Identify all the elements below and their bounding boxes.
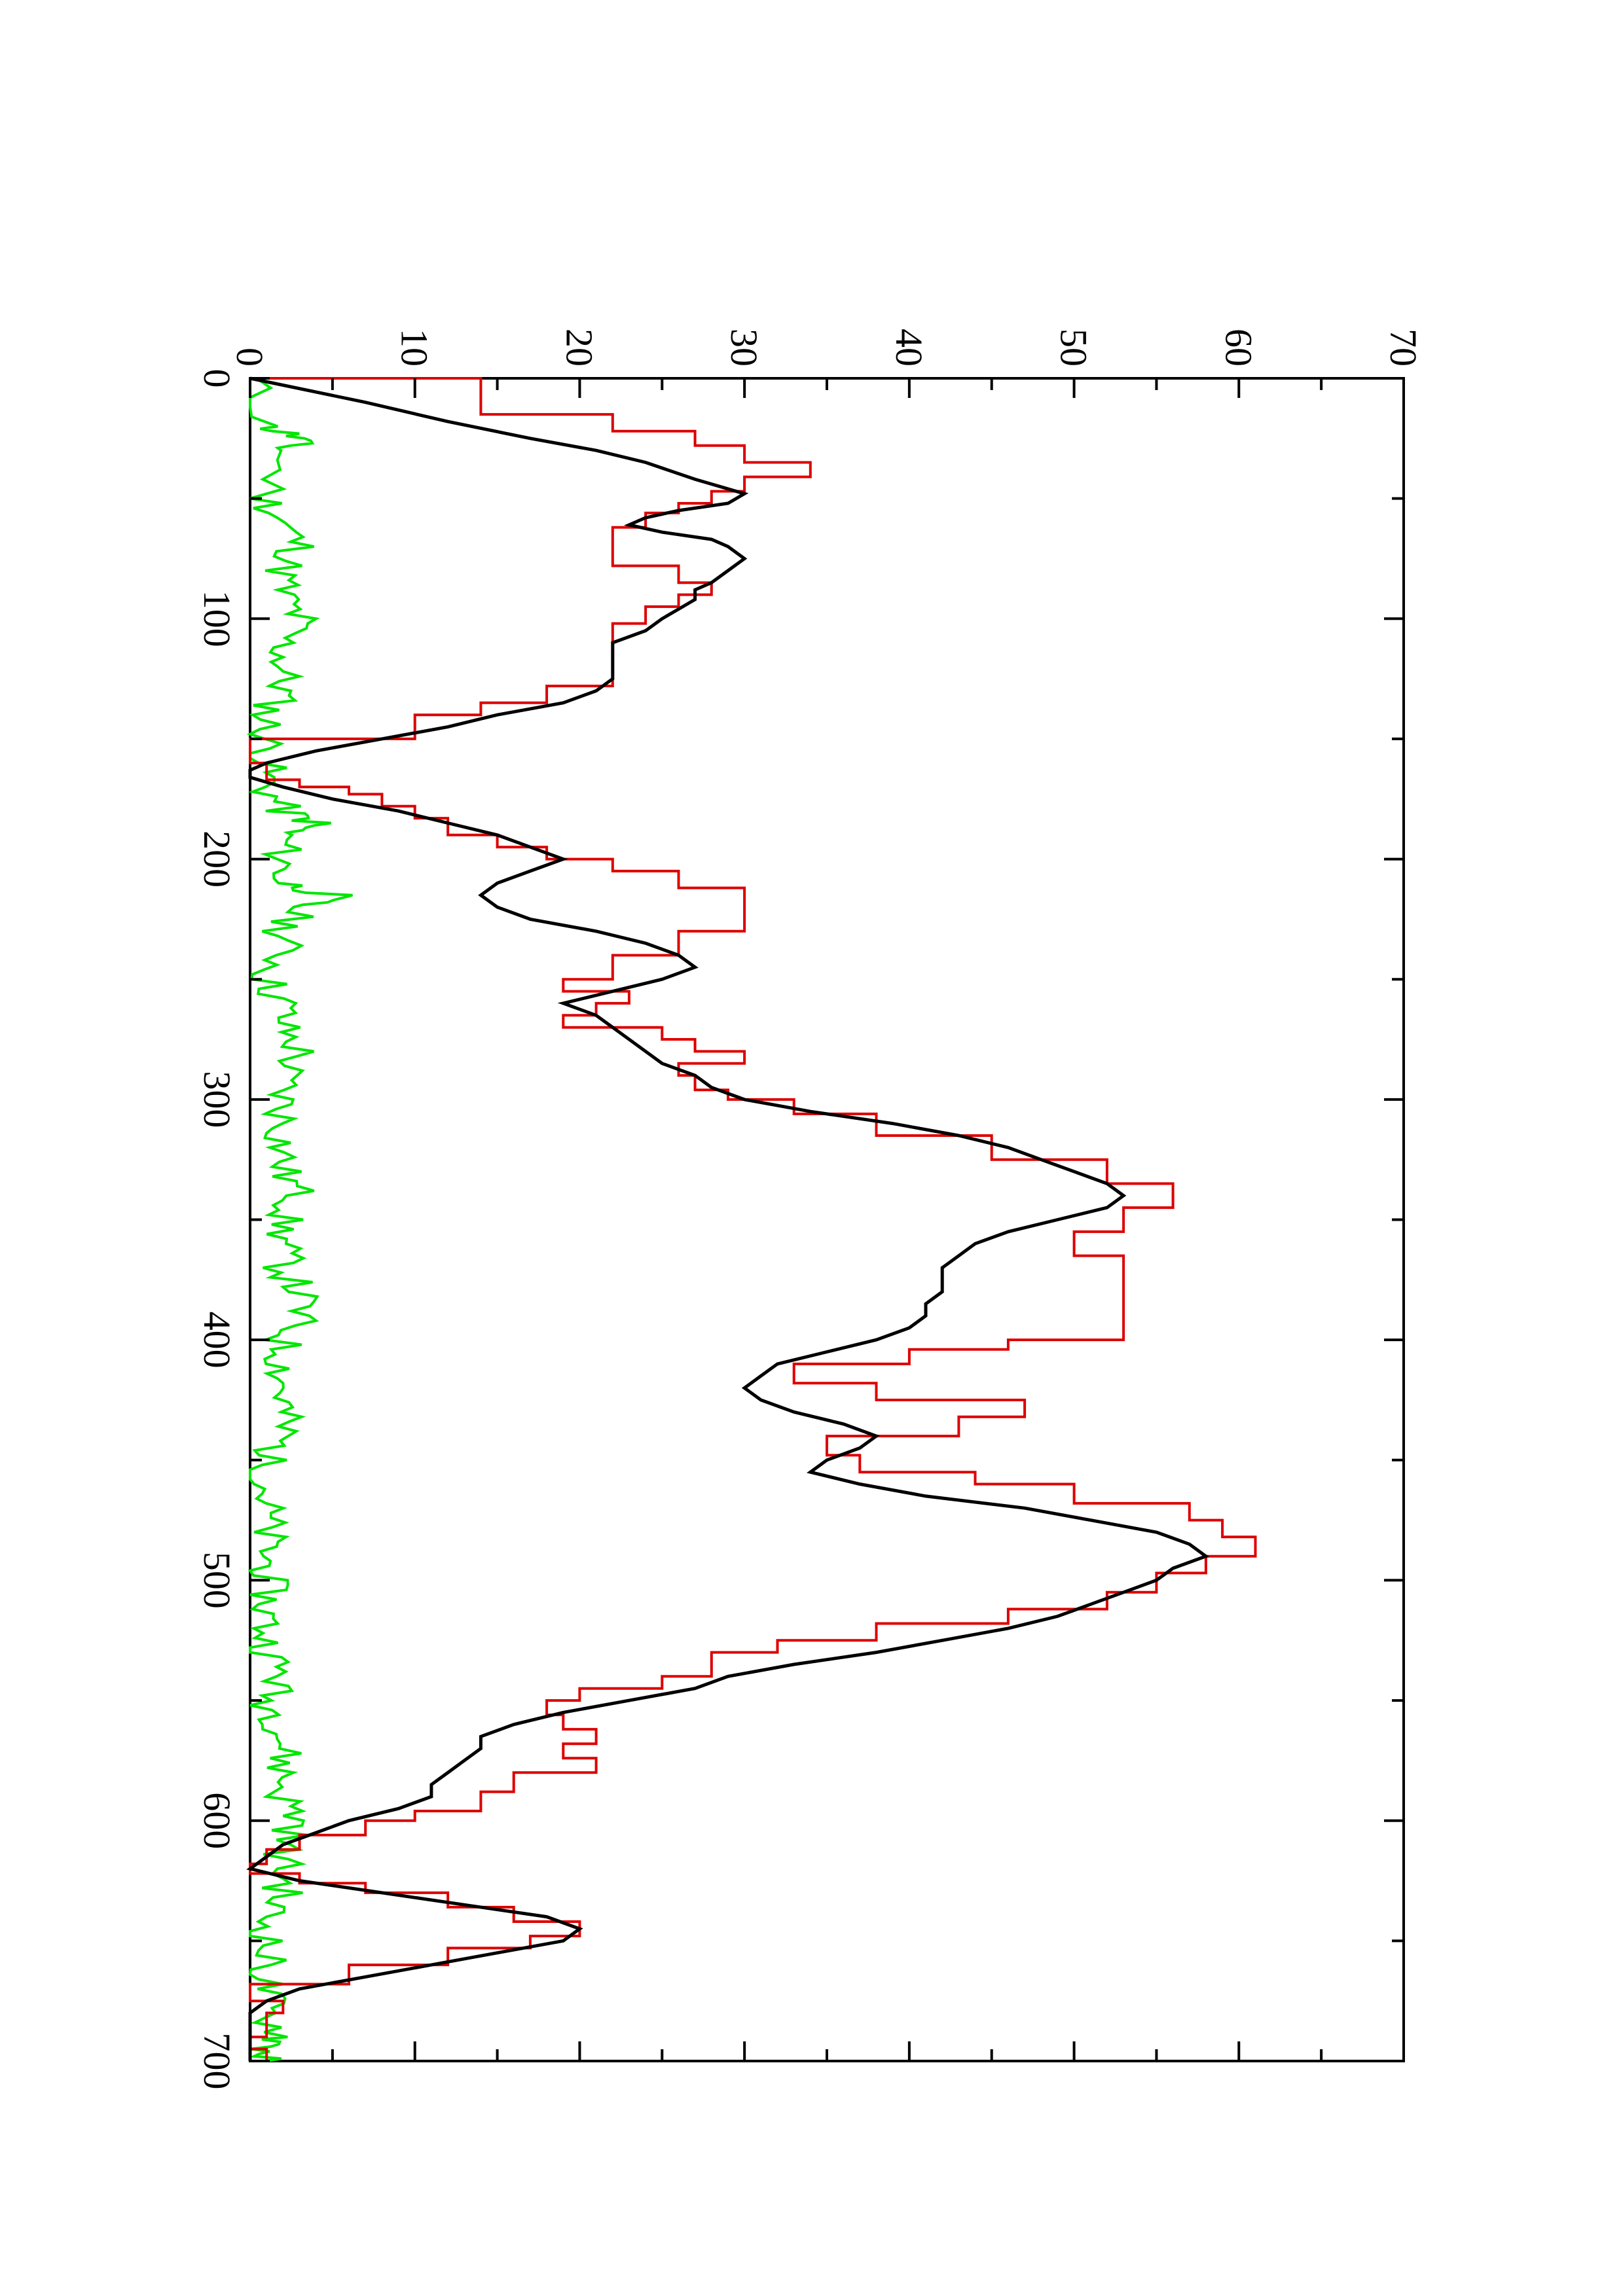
series-line-3 — [246, 377, 354, 2062]
y-tick-label: 50 — [1053, 329, 1095, 367]
x-tick-label: 700 — [196, 2033, 238, 2090]
x-tick-label: 600 — [196, 1792, 238, 1849]
series-layer — [246, 376, 1257, 2062]
plot-area: 0 100 200 300 400 500 600 700 0 10 20 30 40 50 60 70 — [196, 329, 1425, 2090]
y-tick-label: 70 — [1382, 329, 1425, 367]
x-tick-label: 100 — [196, 590, 238, 647]
x-tick-label: 400 — [196, 1312, 238, 1369]
x-tick-label: 300 — [196, 1071, 238, 1128]
series-line-1 — [249, 377, 1257, 2061]
y-tick-label: 40 — [888, 329, 930, 367]
x-tick-label: 500 — [196, 1552, 238, 1609]
y-tick-label: 0 — [228, 348, 271, 367]
x-tick-label: 200 — [196, 831, 238, 888]
tick-labels: 0 100 200 300 400 500 600 700 0 10 20 30 40 50 60 70 — [196, 329, 1425, 2090]
y-tick-label: 20 — [558, 329, 600, 367]
axis-ticks — [249, 377, 1405, 2062]
y-tick-label: 10 — [393, 329, 436, 367]
y-tick-label: 60 — [1217, 329, 1260, 367]
y-tick-label: 30 — [723, 329, 765, 367]
series-line-2 — [246, 376, 1210, 2061]
x-tick-label: 0 — [196, 369, 238, 388]
